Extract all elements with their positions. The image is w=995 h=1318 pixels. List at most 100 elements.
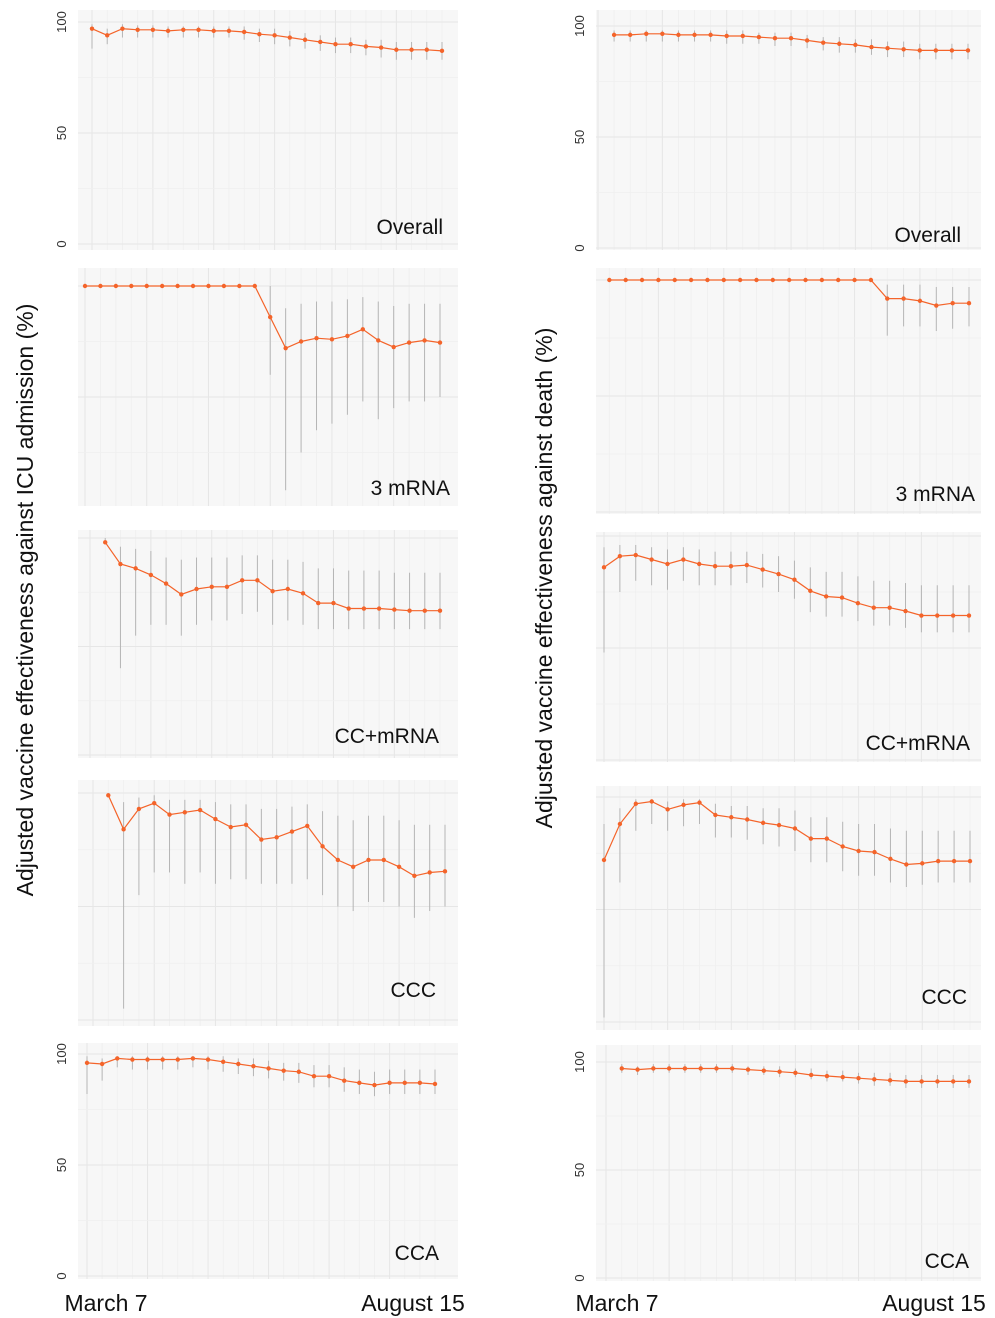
data-point: [259, 837, 264, 842]
data-point: [788, 36, 794, 41]
data-point: [239, 578, 245, 583]
data-point: [840, 1074, 845, 1080]
data-point: [856, 1076, 861, 1081]
data-point: [335, 857, 341, 863]
data-point: [965, 48, 971, 53]
data-point: [121, 827, 126, 832]
data-point: [770, 277, 776, 283]
y-tick-label: 50: [572, 1163, 587, 1177]
panel-background: [596, 10, 981, 250]
data-point: [346, 606, 351, 611]
data-point: [619, 1066, 624, 1071]
data-point: [129, 283, 134, 289]
data-point: [776, 822, 782, 828]
panel-right-overall: 0 50 100 Overall: [572, 10, 981, 252]
data-point: [966, 301, 972, 306]
data-point: [754, 277, 759, 283]
data-point: [442, 869, 448, 874]
data-point: [342, 1078, 347, 1083]
x-tick-label-start-right: March 7: [575, 1290, 658, 1316]
data-point: [885, 46, 890, 51]
data-point: [357, 1080, 362, 1086]
data-point: [270, 588, 275, 594]
y-tick-label: 100: [572, 1051, 587, 1073]
data-point: [206, 283, 211, 289]
data-point: [345, 333, 350, 339]
data-point: [243, 822, 249, 827]
data-point: [197, 807, 203, 813]
data-point: [808, 1072, 814, 1078]
data-point: [824, 1073, 830, 1079]
data-point: [289, 829, 295, 834]
data-point: [697, 561, 702, 567]
data-point: [412, 873, 417, 879]
data-point: [676, 32, 681, 38]
data-point: [888, 856, 893, 862]
data-point: [378, 45, 384, 50]
data-point: [272, 33, 277, 38]
data-point: [118, 561, 123, 567]
y-tick-label: 100: [54, 11, 69, 33]
data-point: [633, 801, 639, 806]
data-point: [644, 31, 649, 36]
data-point: [951, 858, 957, 864]
data-point: [724, 33, 729, 39]
data-point: [175, 283, 180, 289]
y-tick-label: 0: [572, 244, 587, 251]
data-point: [84, 1060, 90, 1066]
data-point: [266, 1066, 271, 1071]
data-point: [824, 836, 829, 841]
data-point: [160, 1057, 165, 1062]
data-point: [274, 835, 279, 840]
data-point: [934, 303, 939, 308]
data-point: [966, 1079, 972, 1084]
data-point: [903, 608, 908, 614]
panel-background: [78, 530, 458, 758]
data-point: [427, 870, 432, 875]
y-tick-label: 0: [54, 240, 69, 247]
data-point: [872, 849, 877, 855]
data-point: [761, 1068, 767, 1073]
data-point: [329, 337, 335, 342]
panel-title: 3 mRNA: [371, 477, 450, 500]
data-point: [917, 298, 923, 304]
y-axis-label-death: Adjusted vaccine effectiveness against d…: [531, 328, 557, 829]
data-point: [607, 277, 612, 283]
data-point: [840, 844, 845, 849]
data-point: [698, 1066, 703, 1071]
data-point: [255, 578, 260, 583]
data-point: [635, 1067, 640, 1072]
data-point: [372, 1082, 377, 1088]
data-point: [729, 815, 734, 820]
data-point: [872, 1077, 877, 1082]
data-point: [713, 812, 718, 818]
data-point: [714, 1066, 719, 1071]
data-point: [601, 857, 607, 863]
data-point: [376, 606, 382, 611]
data-point: [666, 1066, 672, 1071]
data-point: [394, 47, 399, 52]
data-point: [89, 26, 95, 31]
data-point: [175, 1057, 180, 1062]
data-point: [853, 42, 858, 48]
data-point: [756, 34, 762, 40]
data-point: [194, 586, 199, 592]
data-point: [935, 613, 940, 618]
series-line: [603, 554, 969, 617]
data-point: [285, 586, 291, 592]
data-point: [887, 605, 892, 610]
data-point: [808, 588, 813, 594]
data-point: [920, 861, 925, 866]
data-point: [611, 32, 617, 38]
data-point: [792, 826, 798, 831]
y-tick-label: 50: [54, 126, 69, 140]
data-point: [950, 301, 955, 306]
data-point: [228, 824, 233, 830]
data-point: [190, 283, 196, 289]
data-point: [182, 810, 188, 815]
data-point: [681, 557, 686, 562]
series-line: [603, 800, 970, 866]
data-point: [422, 338, 427, 343]
data-point: [409, 47, 414, 52]
